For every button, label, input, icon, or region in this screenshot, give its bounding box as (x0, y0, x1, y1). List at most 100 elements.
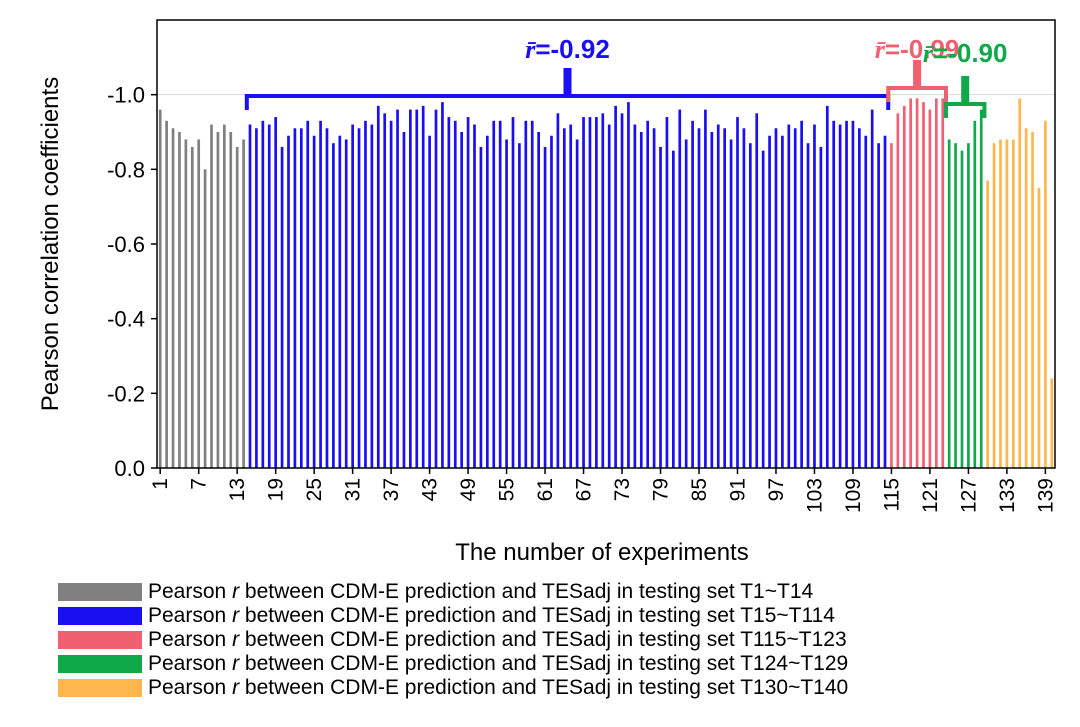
bar (665, 117, 669, 468)
y-tick-label: -0.8 (107, 157, 145, 182)
bar (518, 143, 521, 468)
bar (216, 132, 220, 468)
bar (402, 132, 406, 468)
x-tick-label: 133 (996, 478, 1019, 513)
bar (716, 124, 720, 468)
x-tick-label: 31 (342, 478, 365, 501)
bar (485, 135, 489, 469)
x-tick-label: 121 (919, 478, 942, 513)
bar (505, 139, 508, 468)
bar (492, 120, 496, 469)
bar (312, 135, 316, 469)
y-tick-label: -0.4 (107, 307, 145, 332)
bar (787, 124, 791, 468)
bar (742, 128, 746, 468)
x-tick-label: 19 (265, 478, 288, 501)
bar (729, 139, 733, 468)
bar (389, 120, 393, 469)
bar (498, 120, 502, 469)
bar (325, 128, 329, 468)
bar (178, 132, 181, 468)
bar (556, 113, 560, 468)
legend-label: Pearson r between CDM-E prediction and T… (148, 580, 814, 603)
bar (569, 124, 573, 468)
bar (524, 120, 528, 469)
bar (691, 120, 694, 469)
bar (896, 113, 900, 468)
bar (460, 132, 464, 468)
bar (1005, 139, 1009, 468)
bar (620, 113, 624, 468)
legend-swatch (58, 679, 142, 697)
x-tick-label: 7 (188, 478, 211, 490)
bar (210, 124, 213, 468)
bar (960, 150, 964, 469)
bars-layer (158, 98, 1054, 469)
bar (704, 109, 707, 468)
annotation-layer: r̄=-0.92 r̄=-0.99r̄=-0.90 (244, 34, 1008, 118)
x-tick-label: 25 (303, 478, 326, 501)
bar (421, 105, 425, 469)
mean-r-annotation: r̄=-0.99 (875, 34, 960, 64)
bar (562, 128, 566, 468)
bar (171, 128, 175, 468)
bar (858, 128, 861, 468)
bar (909, 98, 913, 469)
y-tick-label: 0.0 (114, 456, 145, 481)
bar (838, 124, 842, 468)
bar (595, 117, 598, 468)
bar (543, 146, 547, 468)
bar (633, 124, 637, 468)
bar (203, 169, 207, 468)
bar (357, 128, 361, 468)
bar (697, 128, 701, 468)
bar (1031, 132, 1034, 468)
bar (934, 98, 938, 469)
bar (351, 124, 354, 468)
bar (941, 98, 945, 469)
bar (813, 124, 816, 468)
bar (768, 135, 771, 469)
bar (364, 120, 367, 469)
bar (466, 117, 470, 468)
bar (1018, 98, 1022, 469)
bar (479, 146, 483, 468)
bar (877, 143, 880, 468)
bar (659, 146, 662, 468)
x-tick-label: 37 (380, 478, 403, 501)
bar (1024, 128, 1028, 468)
bar (1037, 188, 1041, 468)
bar (607, 124, 611, 468)
mean-r-annotation: r̄=-0.90 (923, 38, 1008, 68)
mean-r-annotation: r̄=-0.92 (525, 34, 610, 64)
x-axis: 1 7 13 19 25 31 37 43 49 55 61 67 73 79 85 91 97 103 109 11… (149, 468, 1057, 513)
legend-label: Pearson r between CDM-E prediction and T… (148, 628, 847, 651)
bar (793, 128, 797, 468)
bar (197, 139, 201, 468)
bar (1044, 120, 1047, 469)
bar (922, 102, 925, 468)
bar (999, 139, 1002, 468)
bar (428, 135, 431, 469)
bar (338, 135, 342, 469)
bar (447, 117, 451, 468)
bar (800, 120, 803, 469)
legend-item-t115-t123: Pearson r between CDM-E prediction and T… (58, 628, 1068, 652)
bar (614, 105, 617, 469)
bar (165, 120, 168, 469)
bar (627, 102, 630, 468)
legend-item-t15-t114: Pearson r between CDM-E prediction and T… (58, 604, 1068, 628)
x-tick-label: 73 (611, 478, 634, 501)
y-axis: 0.0 -0.2 -0.4 -0.6 -0.8 -1.0 (107, 83, 157, 481)
legend-label: Pearson r between CDM-E prediction and T… (148, 676, 849, 699)
x-tick-label: 109 (842, 478, 865, 513)
bar (639, 132, 643, 468)
bar (306, 120, 310, 469)
bar (736, 117, 739, 468)
x-tick-label: 13 (226, 478, 249, 501)
legend-label: Pearson r between CDM-E prediction and T… (148, 604, 835, 627)
bar (575, 139, 579, 468)
legend-item-t130-t140: Pearson r between CDM-E prediction and T… (58, 676, 1068, 700)
bar (825, 105, 829, 469)
